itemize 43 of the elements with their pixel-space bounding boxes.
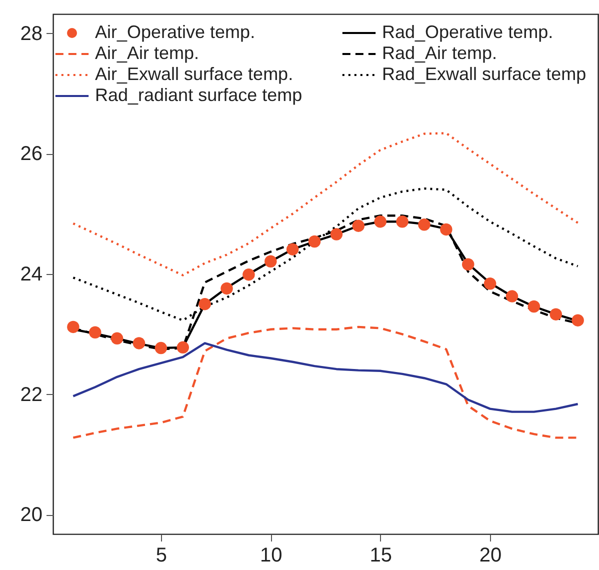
legend-label: Air_Operative temp.	[95, 22, 256, 42]
point	[550, 308, 562, 320]
point	[462, 258, 474, 270]
point	[484, 278, 496, 290]
legend-label: Rad_Exwall surface temp	[382, 64, 586, 84]
x-tick-label: 15	[370, 544, 392, 566]
point	[374, 216, 386, 228]
y-tick-label: 20	[20, 504, 42, 526]
line-series	[72, 326, 579, 439]
point	[506, 290, 518, 302]
point	[176, 341, 190, 354]
point	[418, 218, 430, 231]
legend-label: Rad_Operative temp.	[382, 22, 554, 42]
point	[132, 337, 146, 350]
point	[572, 314, 584, 326]
legend-label: Air_Exwall surface temp.	[95, 64, 294, 84]
point	[242, 268, 255, 281]
point	[286, 243, 299, 256]
point	[154, 342, 168, 354]
y-tick-label: 28	[20, 22, 42, 45]
y-tick-label: 24	[20, 264, 42, 286]
point	[264, 255, 277, 268]
point	[308, 235, 321, 248]
point	[396, 216, 408, 228]
point	[528, 300, 540, 313]
y-tick-label: 26	[20, 143, 42, 166]
point	[220, 282, 233, 295]
point	[89, 326, 102, 338]
legend-label: Air_Air temp.	[95, 43, 200, 63]
point	[67, 320, 80, 334]
line-series	[72, 132, 579, 276]
legend-label: Rad_radiant surface temp	[95, 85, 302, 105]
point	[110, 332, 124, 345]
point	[440, 223, 452, 236]
point	[352, 220, 365, 232]
x-tick-label: 20	[479, 544, 502, 566]
point	[330, 228, 343, 240]
x-tick-label: 5	[156, 544, 168, 566]
y-tick-label: 22	[20, 384, 42, 406]
x-tick-label: 10	[260, 544, 282, 566]
legend-label: Rad_Air temp.	[382, 43, 498, 63]
line-series	[72, 342, 579, 413]
point	[198, 298, 211, 310]
